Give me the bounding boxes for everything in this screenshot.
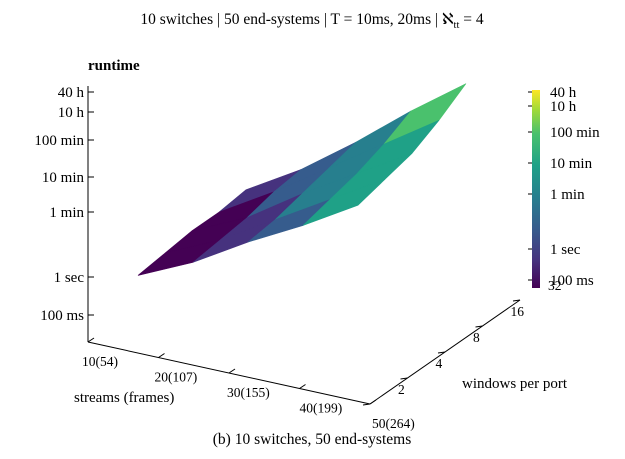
x-ticks: 10(54) 20(107) 30(155) 40(199) 50(264) bbox=[82, 337, 415, 431]
colorbar-ticks: 40 h10 h 100 min 10 min 1 min 1 sec 100 ms bbox=[528, 85, 600, 289]
y-tick-mark bbox=[475, 325, 483, 328]
z-tick-label: 1 min bbox=[49, 205, 84, 221]
x-tick-mark bbox=[158, 353, 165, 358]
x-tick-label: 10(54) bbox=[82, 354, 118, 369]
y-tick-mark bbox=[362, 403, 371, 406]
y-tick-label: 32 bbox=[548, 278, 562, 293]
x-tick-label: 50(264) bbox=[372, 416, 415, 431]
y-tick-mark bbox=[437, 351, 446, 354]
chart-title: 10 switches | 50 end-systems | T = 10ms,… bbox=[140, 11, 484, 31]
colorbar-tick-label: 10 min bbox=[550, 156, 593, 172]
y-tick-label: 2 bbox=[398, 382, 405, 397]
z-tick-label: 10 min bbox=[42, 170, 85, 186]
x-tick-label: 40(199) bbox=[300, 401, 343, 416]
x-tick-mark bbox=[299, 384, 306, 389]
z-tick-label: 100 min bbox=[34, 133, 84, 149]
z-ticks: 40 h 10 h 100 min 10 min 1 min 1 sec 100 ms bbox=[34, 85, 94, 324]
y-tick-label: 8 bbox=[473, 330, 480, 345]
y-tick-mark bbox=[400, 377, 408, 380]
axes bbox=[87, 86, 521, 405]
y-ticks: 2 4 8 16 32 bbox=[362, 278, 562, 406]
colorbar-tick-label: 100 ms bbox=[550, 273, 594, 289]
colorbar-tick-label: 1 min bbox=[550, 187, 585, 203]
colorbar-tick-label: 40 h bbox=[550, 85, 577, 101]
y-axis-label: windows per port bbox=[462, 376, 568, 392]
surface-patch bbox=[302, 179, 386, 226]
figure-caption: (b) 10 switches, 50 end-systems bbox=[213, 431, 411, 448]
colorbar-tick-label: 10 h bbox=[550, 99, 577, 115]
x-tick-mark bbox=[369, 399, 377, 405]
x-tick-label: 20(107) bbox=[155, 370, 198, 385]
z-tick-label: 10 h bbox=[58, 105, 85, 121]
z-tick-label: 100 ms bbox=[40, 308, 84, 324]
z-tick-label: 40 h bbox=[58, 85, 85, 101]
z-tick-label: 1 sec bbox=[54, 270, 85, 286]
x-tick-mark bbox=[228, 368, 236, 374]
y-tick-label: 4 bbox=[436, 356, 443, 371]
x-axis-label: streams (frames) bbox=[74, 390, 174, 406]
y-tick-mark bbox=[512, 299, 521, 302]
x-tick-mark bbox=[87, 337, 95, 343]
colorbar bbox=[532, 90, 540, 288]
surface bbox=[137, 83, 467, 276]
colorbar-tick-label: 1 sec bbox=[550, 242, 581, 258]
y-tick-label: 16 bbox=[511, 304, 525, 319]
x-tick-label: 30(155) bbox=[227, 385, 270, 400]
colorbar-tick-label: 100 min bbox=[550, 125, 600, 141]
z-axis-label: runtime bbox=[88, 58, 140, 74]
